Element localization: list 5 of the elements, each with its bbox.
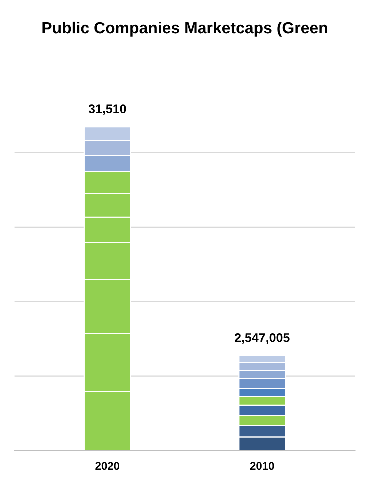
x-tick-label: 2020 bbox=[96, 462, 120, 470]
chart-title: Public Companies Marketcaps (Green bbox=[42, 22, 328, 37]
x-tick-label: 2010 bbox=[250, 462, 274, 470]
annotation: 31,510 bbox=[88, 104, 126, 116]
annotation: 2,547,005 bbox=[234, 334, 290, 344]
